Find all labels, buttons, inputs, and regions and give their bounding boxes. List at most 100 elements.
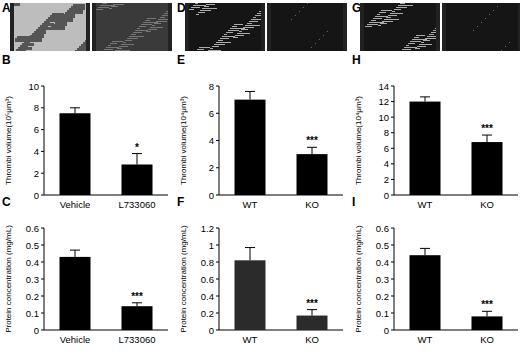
- panel-label: I: [352, 195, 355, 209]
- streak: [139, 26, 146, 27]
- streak: [433, 30, 436, 31]
- y-tick-label: 4: [34, 146, 39, 157]
- y-tick-label: 0.2: [26, 291, 39, 302]
- streak: [235, 35, 244, 36]
- y-tick: [391, 179, 394, 180]
- streak: [102, 3, 107, 4]
- y-tick-label: 0.6: [201, 274, 214, 285]
- streak: [143, 22, 158, 23]
- y-tick-label: 0.5: [26, 240, 39, 251]
- edge: [86, 3, 90, 51]
- bar: [60, 113, 91, 195]
- y-tick: [391, 330, 394, 331]
- streak: [193, 5, 206, 6]
- streak: [199, 47, 210, 48]
- streak: [117, 48, 122, 49]
- streak: [189, 9, 194, 10]
- streak: [133, 32, 142, 33]
- streak: [384, 19, 399, 20]
- streak: [423, 40, 430, 41]
- y-tick-label: 2: [34, 168, 39, 179]
- bar: [410, 102, 441, 195]
- y-tick: [216, 330, 219, 331]
- streak: [367, 24, 378, 25]
- streak: [379, 12, 386, 13]
- streak: [237, 33, 250, 34]
- y-tick-label: 0: [209, 325, 214, 336]
- streak: [241, 29, 248, 30]
- x-tick-label: L733060: [119, 334, 156, 345]
- streak: [206, 4, 215, 5]
- streak: [435, 28, 436, 29]
- x-tick-label: KO: [480, 334, 494, 345]
- bars: [60, 250, 153, 330]
- y-tick-label: 0.1: [376, 308, 389, 319]
- x-tick-label: L733060: [119, 199, 156, 210]
- y-tick-label: 0.1: [26, 308, 39, 319]
- edge: [518, 3, 520, 51]
- streak: [380, 23, 387, 24]
- blotch: [17, 36, 31, 42]
- speck: [473, 30, 474, 31]
- y-tick: [41, 313, 44, 314]
- y-tick: [41, 129, 44, 130]
- micrograph: [185, 3, 265, 51]
- streak: [158, 19, 168, 20]
- streak: [166, 11, 168, 12]
- y-tick: [391, 163, 394, 164]
- y-tick-label: 10: [28, 81, 39, 92]
- edge: [343, 3, 347, 51]
- streak: [195, 3, 198, 4]
- streak: [148, 29, 157, 30]
- streak: [398, 5, 413, 6]
- streak: [204, 6, 209, 7]
- speck: [493, 10, 494, 11]
- streak: [415, 48, 420, 49]
- streak: [98, 7, 109, 8]
- panel-label: H: [352, 53, 361, 67]
- streak: [239, 31, 242, 32]
- edge: [267, 3, 271, 51]
- bar: [122, 164, 153, 195]
- speck: [505, 46, 506, 47]
- y-tick-label: 8: [34, 102, 39, 113]
- micrograph-bg: [189, 3, 261, 51]
- streak: [220, 38, 229, 39]
- significance: ***: [481, 299, 493, 310]
- streak: [137, 28, 140, 29]
- x-tick-label: WT: [243, 334, 258, 345]
- error-bar: [307, 147, 317, 154]
- bar: [410, 255, 441, 330]
- streak: [243, 27, 254, 28]
- streak: [414, 37, 419, 38]
- y-tick-label: 2: [384, 174, 389, 185]
- y-tick: [391, 195, 394, 196]
- bar: [235, 260, 266, 330]
- panel-label: D: [177, 1, 186, 15]
- edge: [168, 3, 172, 51]
- edge: [185, 3, 189, 51]
- y-tick-label: 2: [209, 162, 214, 173]
- y-tick: [391, 313, 394, 314]
- streak: [162, 15, 168, 16]
- micrograph: [360, 3, 440, 51]
- error-bar: [307, 310, 317, 316]
- streak: [417, 46, 426, 47]
- y-tick: [216, 262, 219, 263]
- micrograph: [10, 3, 90, 51]
- x-tick-label: KO: [480, 199, 494, 210]
- y-tick-label: 4: [384, 158, 389, 169]
- streak: [106, 47, 119, 48]
- streak: [131, 34, 136, 35]
- y-tick-label: 0.6: [376, 223, 389, 234]
- micrograph-bg: [96, 3, 168, 51]
- micrograph-bg: [446, 3, 518, 51]
- panel-label: E: [177, 53, 185, 67]
- streak: [146, 31, 151, 32]
- y-tick: [41, 228, 44, 229]
- error-bar: [245, 248, 255, 261]
- streak: [104, 49, 113, 50]
- blotch: [14, 3, 20, 6]
- chart: H02468101214Thrombi volume(10⁴μm³)WTKO**…: [352, 53, 518, 210]
- y-tick: [41, 330, 44, 331]
